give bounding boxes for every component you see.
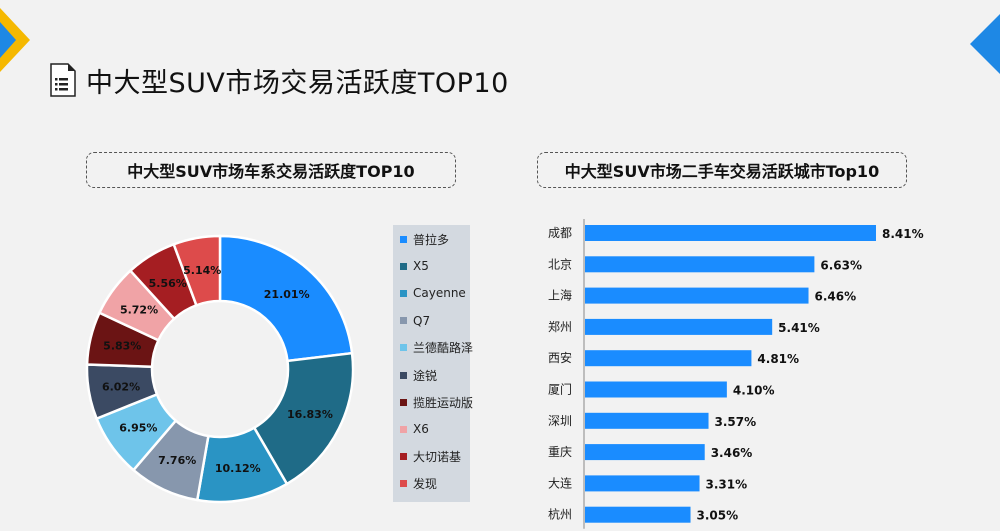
- legend-item-2: X5: [400, 256, 429, 276]
- bar-5: [585, 350, 752, 367]
- bar-value-label-2: 6.63%: [820, 258, 862, 272]
- donut-legend: 普拉多 X5 Cayenne Q7 兰德酷路泽途锐揽胜运动版 X6 大切诺基发现: [393, 225, 473, 502]
- legend-swatch: [400, 262, 407, 270]
- legend-swatch: [400, 289, 407, 297]
- bar-category-label-2: 北京: [548, 257, 572, 271]
- legend-label: X5: [413, 259, 429, 274]
- legend-swatch: [400, 371, 407, 379]
- legend-swatch: [400, 398, 407, 406]
- donut-slice-label-4: 7.76%: [158, 454, 196, 467]
- legend-swatch: [400, 344, 407, 352]
- legend-label: Cayenne: [413, 286, 466, 301]
- legend-swatch: [400, 453, 407, 461]
- bar-7: [585, 412, 709, 429]
- bar-category-label-3: 上海: [548, 288, 572, 303]
- legend-label: 兰德酷路泽: [413, 341, 474, 356]
- legend-label: X6: [413, 422, 429, 437]
- bar-3: [585, 287, 809, 304]
- donut-slice-2: [252, 351, 355, 486]
- bar-value-label-1: 8.41%: [882, 227, 924, 241]
- bar-category-label-7: 深圳: [548, 414, 572, 428]
- bar-10: [585, 506, 691, 523]
- bar-value-label-5: 4.81%: [757, 352, 799, 366]
- donut-slice-label-1: 21.01%: [264, 288, 310, 301]
- bar-category-label-6: 厦门: [548, 382, 572, 397]
- legend-label: 途锐: [413, 368, 438, 383]
- page-header: 中大型SUV市场交易活跃度TOP10: [50, 60, 509, 100]
- legend-swatch: [400, 317, 407, 325]
- bar-category-label-4: 郑州: [548, 319, 572, 334]
- corner-decoration-left: [0, 8, 30, 72]
- donut-slice-label-3: 10.12%: [215, 462, 261, 475]
- bar-value-label-10: 3.05%: [697, 509, 739, 523]
- legend-item-4: Q7: [400, 311, 430, 331]
- bar-value-label-3: 6.46%: [815, 290, 857, 304]
- bar-value-label-6: 4.10%: [733, 384, 775, 398]
- bar-category-label-8: 重庆: [548, 445, 572, 459]
- bar-category-label-5: 西安: [548, 350, 572, 365]
- page-title: 中大型SUV市场交易活跃度TOP10: [86, 67, 509, 99]
- legend-swatch: [400, 480, 407, 488]
- donut-slice-label-9: 5.56%: [149, 277, 187, 290]
- donut-slice-label-2: 16.83%: [287, 408, 333, 421]
- bar-1: [585, 225, 876, 241]
- bar-2: [585, 256, 815, 273]
- donut-slice-label-6: 6.02%: [102, 380, 140, 393]
- legend-label: 普拉多: [413, 232, 450, 247]
- bar-6: [585, 381, 727, 398]
- bar-category-label-10: 杭州: [548, 507, 572, 522]
- legend-item-1: 普拉多: [400, 229, 449, 249]
- bar-value-label-9: 3.31%: [706, 477, 748, 491]
- legend-item-5: 兰德酷路泽: [400, 338, 473, 358]
- legend-item-7: 揽胜运动版: [400, 392, 473, 412]
- donut-slice-label-5: 6.95%: [119, 422, 157, 435]
- donut-slice-label-8: 5.72%: [120, 303, 158, 316]
- legend-item-3: Cayenne: [400, 283, 466, 303]
- bar-value-label-7: 3.57%: [715, 415, 757, 429]
- legend-item-6: 途锐: [400, 365, 437, 385]
- legend-item-8: X6: [400, 419, 429, 439]
- document-list-icon: [50, 63, 76, 97]
- donut-slice-1: [218, 234, 354, 363]
- bar-value-label-4: 5.41%: [778, 321, 820, 335]
- legend-label: 大切诺基: [413, 450, 462, 465]
- legend-item-9: 大切诺基: [400, 447, 461, 467]
- bar-4: [585, 318, 773, 335]
- legend-label: Q7: [413, 313, 431, 328]
- legend-label: 发现: [413, 477, 438, 492]
- donut-slice-label-7: 5.83%: [103, 340, 141, 353]
- bar-value-label-8: 3.46%: [711, 446, 753, 460]
- bar-category-label-9: 大连: [548, 475, 572, 490]
- bar-category-label-1: 成都: [548, 226, 572, 240]
- corner-decoration-right: [970, 14, 1000, 74]
- donut-slice-10: [172, 234, 222, 307]
- legend-item-10: 发现: [400, 474, 437, 494]
- legend-label: 揽胜运动版: [413, 395, 474, 410]
- legend-swatch: [400, 235, 407, 243]
- bar-9: [585, 475, 700, 492]
- donut-slice-label-10: 5.14%: [183, 264, 221, 277]
- legend-swatch: [400, 425, 407, 433]
- bar-chart-title: 中大型SUV市场二手车交易活跃城市Top10: [537, 152, 907, 188]
- donut-chart-title: 中大型SUV市场车系交易活跃度TOP10: [86, 152, 456, 188]
- bar-8: [585, 444, 705, 461]
